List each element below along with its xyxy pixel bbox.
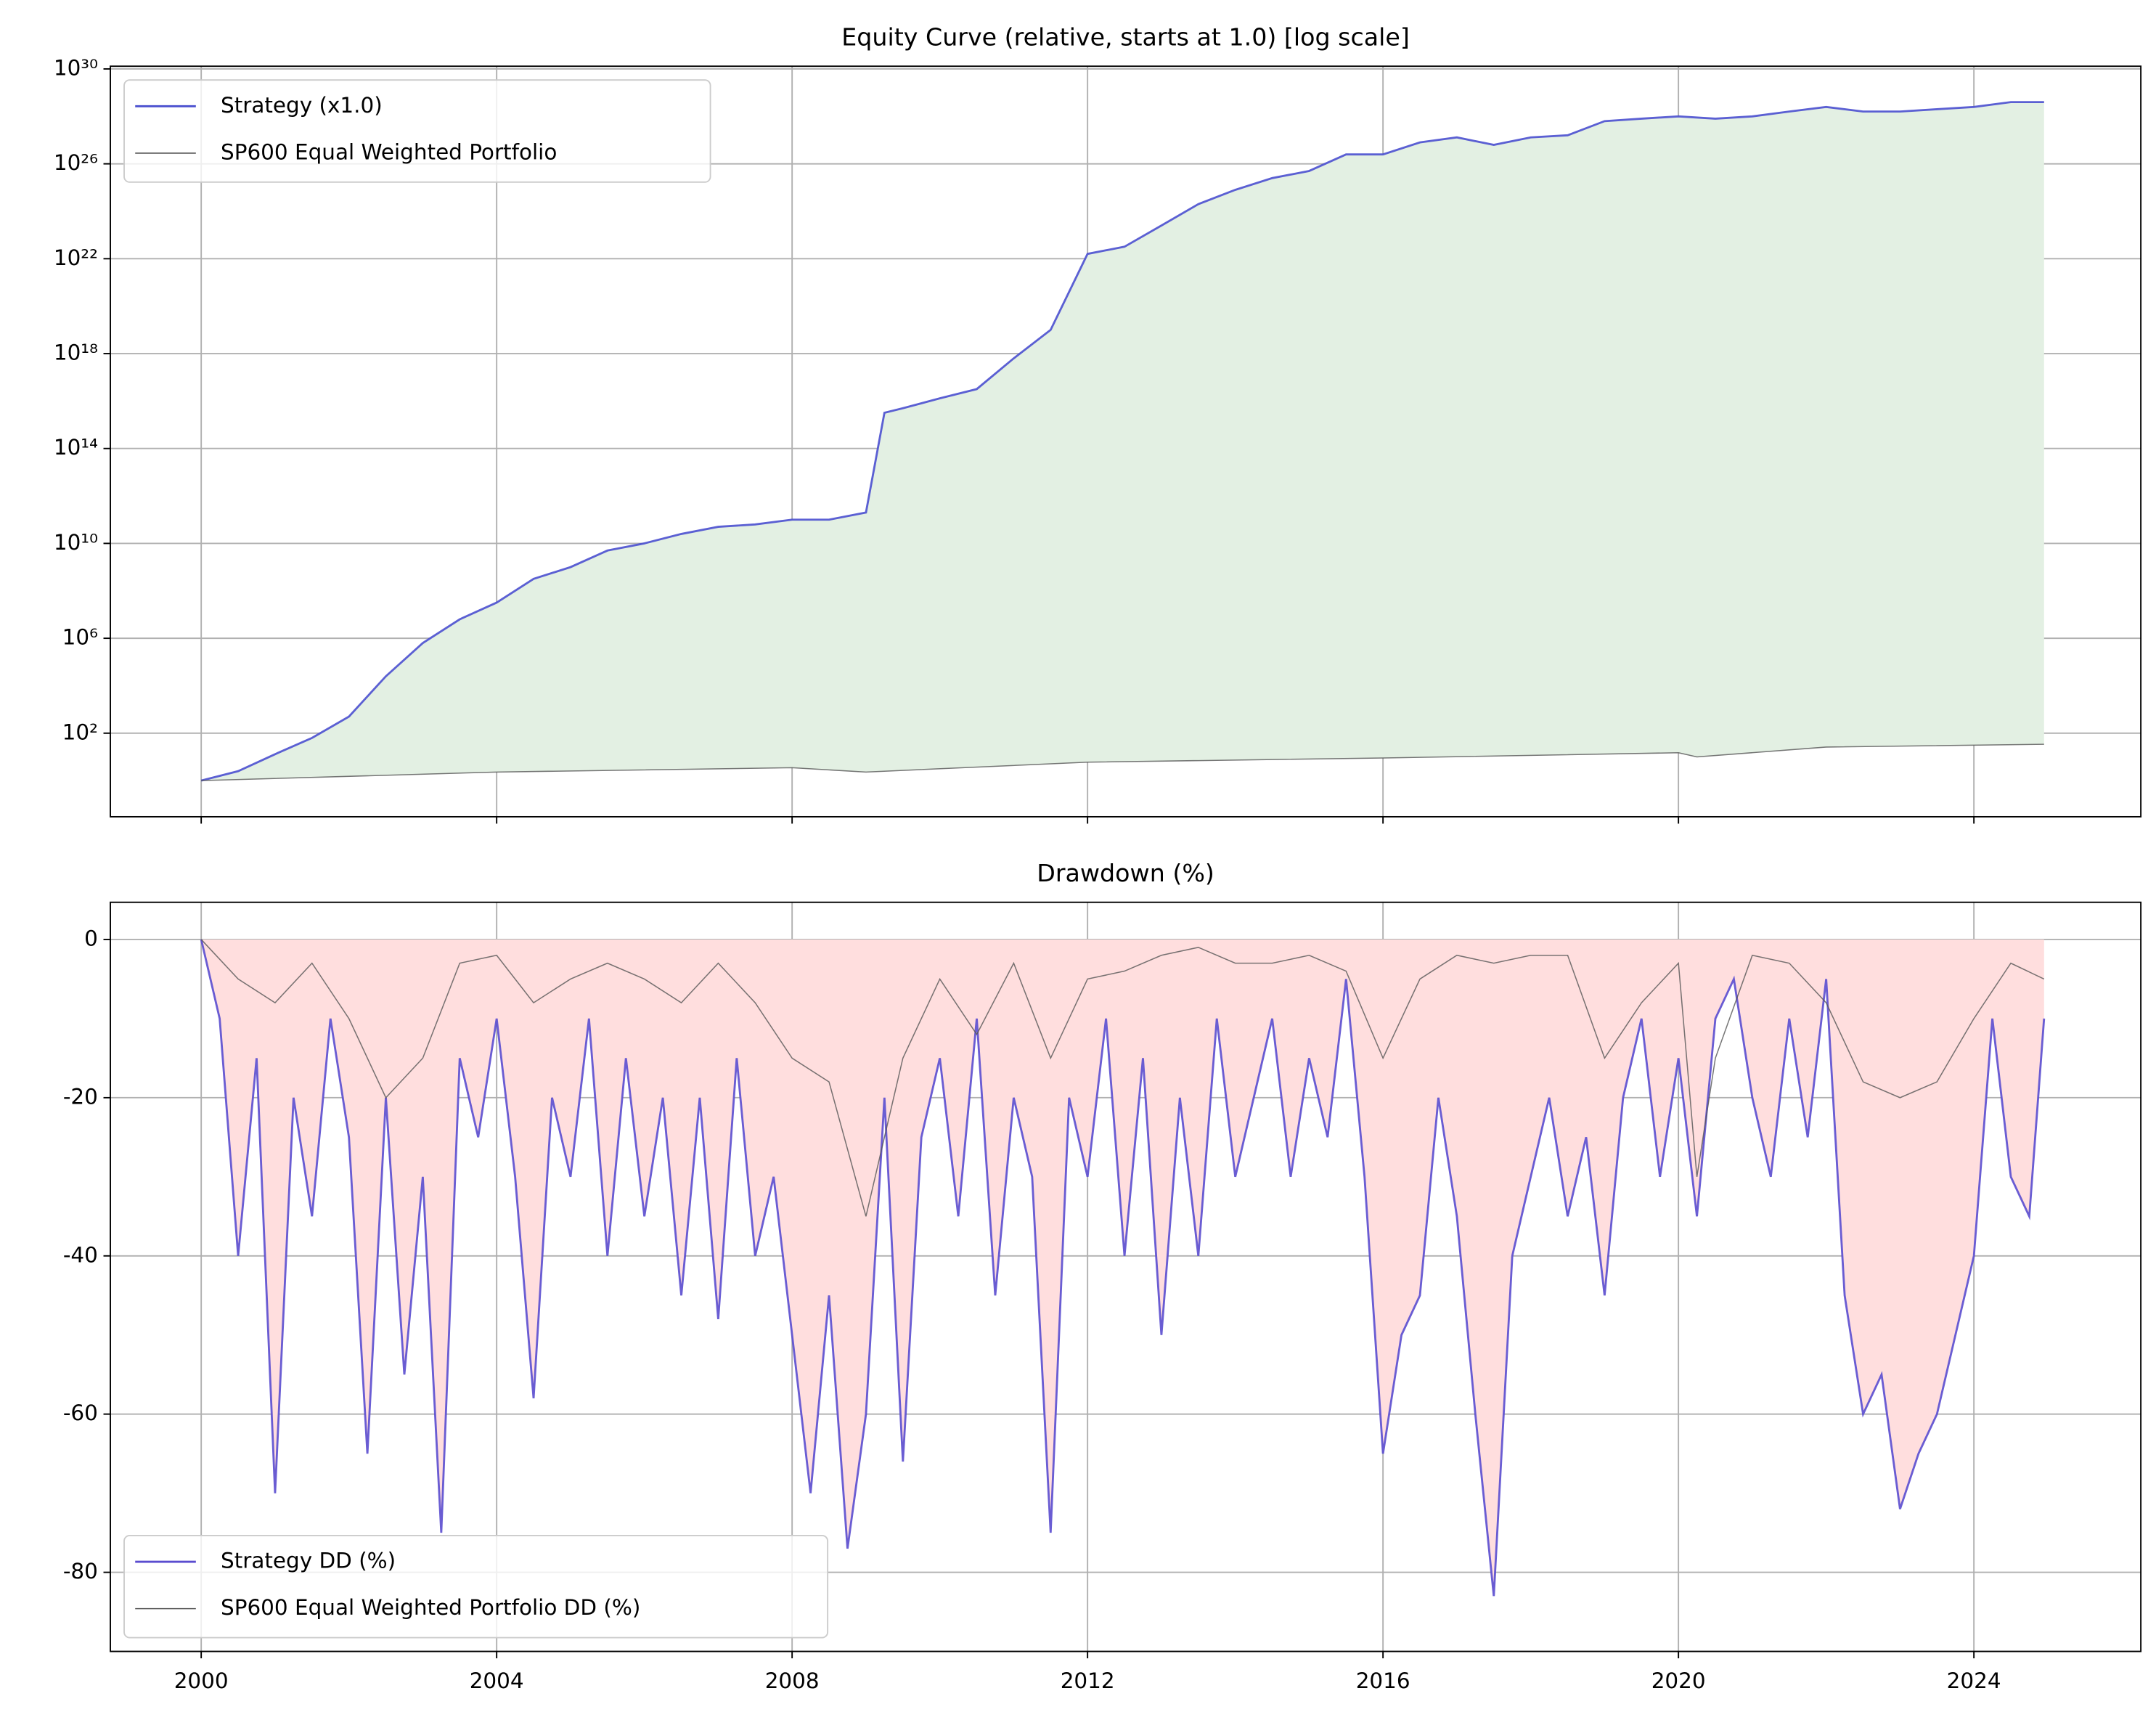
series-line — [200, 939, 2045, 1217]
y-tick-label: 10³⁰ — [54, 55, 98, 80]
y-tick-label: -40 — [63, 1242, 98, 1267]
chart-title: Equity Curve (relative, starts at 1.0) [… — [841, 23, 1410, 52]
series-line — [201, 743, 2044, 781]
y-tick-label: -60 — [63, 1401, 98, 1425]
legend-label: Strategy DD (%) — [221, 1549, 396, 1573]
y-tick-label: 10¹⁰ — [54, 530, 98, 555]
area-fill — [201, 939, 2044, 1597]
chart-title: Drawdown (%) — [1037, 859, 1214, 887]
legend-box — [123, 1534, 829, 1639]
x-tick-label: 2004 — [470, 1668, 524, 1693]
x-tick-label: 2000 — [174, 1668, 229, 1693]
y-tick-label: 0 — [84, 926, 98, 950]
y-tick-label: 10¹⁴ — [54, 435, 98, 460]
series-line — [200, 939, 2046, 1597]
axes-frame — [110, 65, 2142, 818]
y-tick-label: -80 — [63, 1559, 98, 1584]
y-tick-label: 10²⁶ — [54, 150, 98, 175]
x-tick-label: 2012 — [1061, 1668, 1115, 1693]
area-fill — [201, 102, 2044, 781]
y-tick-label: 10² — [62, 720, 98, 744]
axes-frame — [110, 901, 2142, 1652]
legend-label: SP600 Equal Weighted Portfolio DD (%) — [221, 1595, 640, 1620]
legend-label: SP600 Equal Weighted Portfolio — [221, 139, 557, 164]
y-tick-label: 10⁶ — [62, 625, 98, 650]
y-tick-label: 10¹⁸ — [54, 341, 98, 365]
y-tick-label: 10²² — [54, 245, 98, 270]
legend-label: Strategy (x1.0) — [221, 93, 383, 118]
legend-box — [123, 79, 711, 183]
series-line — [200, 101, 2044, 782]
x-tick-label: 2020 — [1651, 1668, 1706, 1693]
x-tick-label: 2008 — [765, 1668, 820, 1693]
x-tick-label: 2016 — [1356, 1668, 1410, 1693]
y-tick-label: -20 — [63, 1084, 98, 1109]
x-tick-label: 2024 — [1947, 1668, 2001, 1693]
